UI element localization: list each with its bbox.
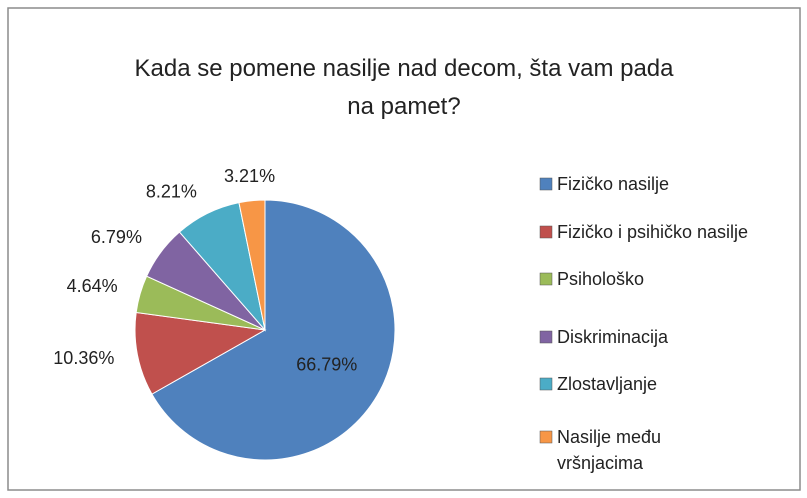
legend-label: Zlostavljanje [557,374,657,394]
data-label: 3.21% [224,166,275,186]
legend-label: Fizičko nasilje [557,174,669,194]
legend-label: Fizičko i psihičko nasilje [557,222,748,242]
data-label: 4.64% [67,276,118,296]
chart-title: Kada se pomene nasilje nad decom, šta va… [134,55,674,120]
pie-slice [134,311,267,395]
legend-label: Diskriminacija [557,327,669,347]
legend-label: Nasilje među vršnjacima [557,427,661,473]
legend-swatch [539,430,553,444]
legend-swatch [539,272,553,286]
legend-swatch [539,225,553,239]
pie-slice [151,199,396,461]
data-label: 66.79% [296,355,357,375]
plot-area: Kada se pomene nasilje nad decom, šta va… [53,55,748,472]
legend-swatch [539,177,553,191]
data-label: 6.79% [91,227,142,247]
legend-swatch [539,377,553,391]
legend-label: Psihološko [557,269,644,289]
data-label: 8.21% [146,181,197,201]
legend-swatch [539,330,553,344]
chart-border [7,7,801,491]
pie-slice [238,199,266,331]
data-label: 10.36% [53,348,114,368]
